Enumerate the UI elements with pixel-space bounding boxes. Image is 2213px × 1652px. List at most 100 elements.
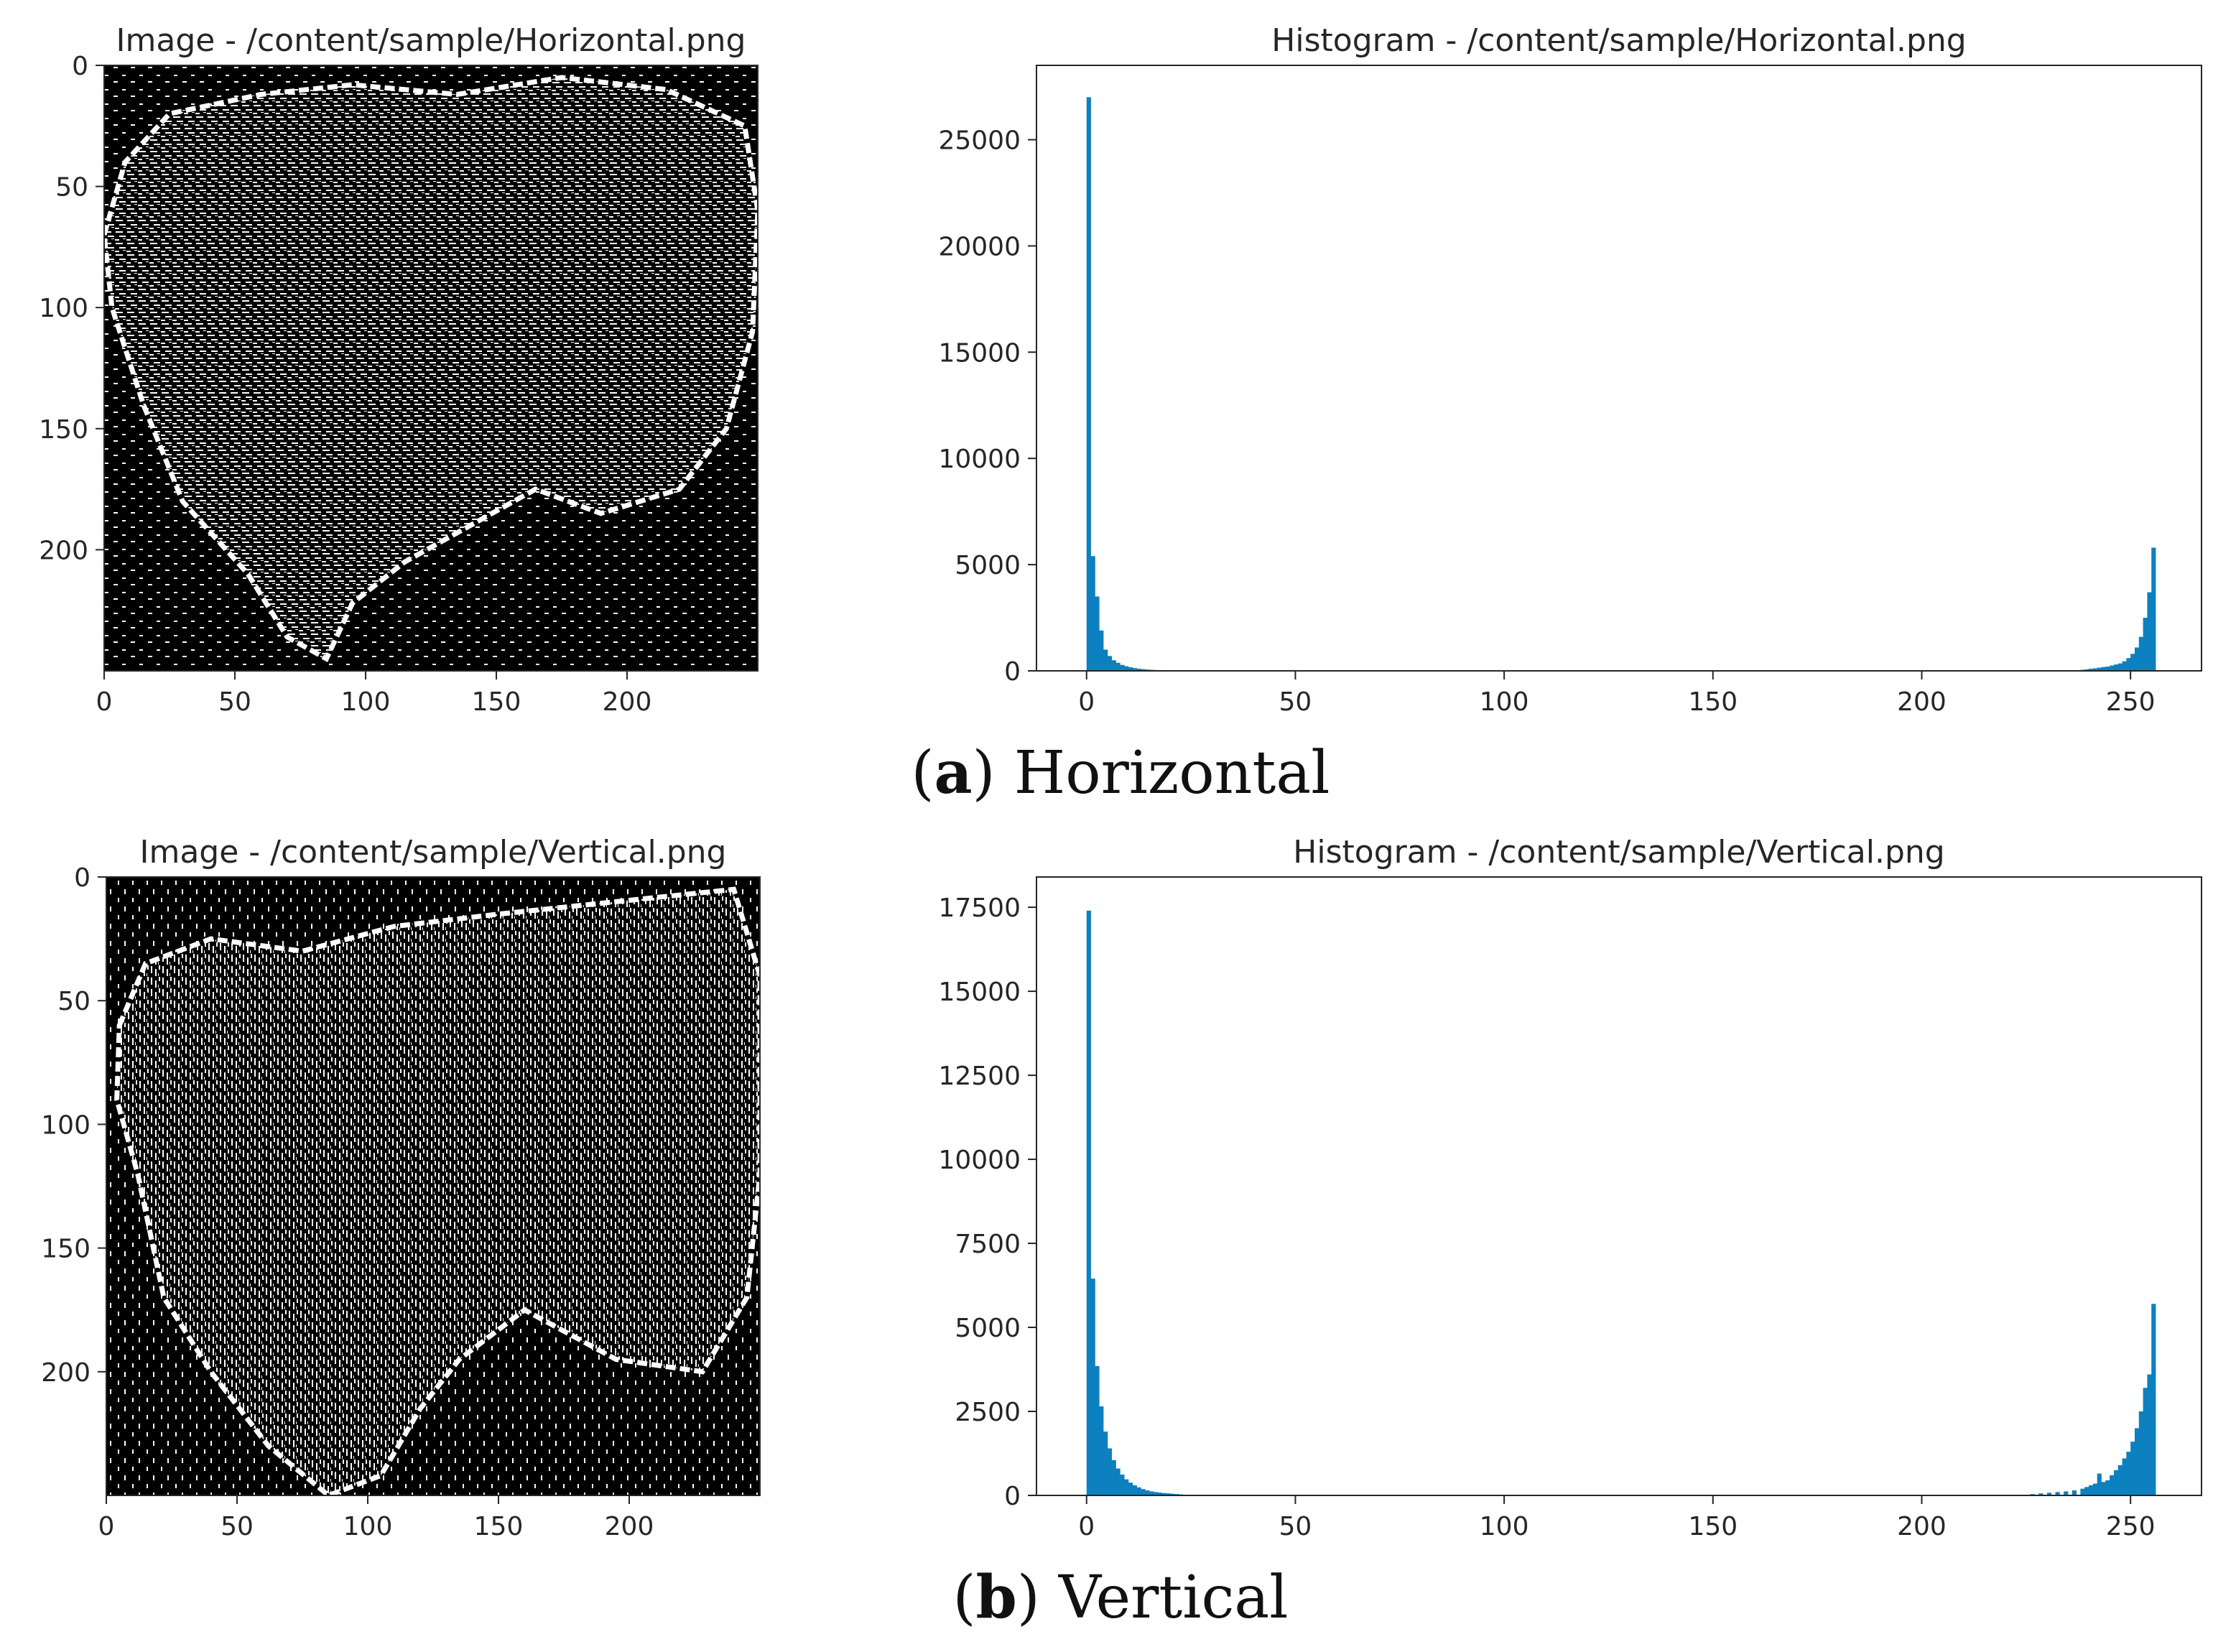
histogram-bar [2122,1458,2127,1495]
y-tick-label: 5000 [955,551,1021,580]
y-tick-label: 10000 [938,1146,1021,1175]
histogram-bar [2130,654,2135,671]
y-tick-label: 5000 [955,1314,1021,1343]
histogram-bar [2092,1483,2098,1495]
histogram-bar [1115,662,1121,671]
edge-image-outline [114,886,763,1498]
caption-a: (a) Horizontal [911,738,1330,807]
histogram-bar [1161,1493,1166,1495]
histogram-bar [1111,1460,1116,1495]
histogram-bar [2110,665,2115,671]
histogram-bar [2151,1304,2156,1495]
caption-b: (b) Vertical [952,1563,1288,1632]
histogram-bar [2089,1485,2094,1495]
plot-frame [1036,876,2202,1496]
y-tick-label: 10000 [938,445,1021,474]
x-tick-label: 0 [98,1512,115,1541]
histogram-bar [1157,1493,1162,1495]
x-tick-label: 150 [474,1512,524,1541]
edge-image-texture [104,77,758,659]
image-panel-horizontal: Image - /content/sample/Horizontal.png 0 5… [39,22,761,717]
histogram-bar [2072,1490,2077,1495]
histogram-bar [1115,1468,1121,1495]
y-tick-label: 200 [39,536,88,565]
x-tick-label: 50 [218,687,251,717]
histogram-bar [2084,669,2089,671]
x-tick-label: 200 [1897,1512,1947,1541]
x-tick-label: 50 [1279,687,1312,717]
histogram-bar [1136,669,1141,671]
x-tick-label: 0 [1078,1512,1095,1541]
x-tick-label: 150 [1688,687,1738,717]
histogram-bar [1128,667,1133,671]
histogram-bar [2101,1482,2106,1495]
y-tick-label: 25000 [938,126,1021,156]
histogram-bar [1107,656,1113,671]
x-tick-label: 100 [341,687,391,717]
histogram-bar [1103,649,1108,671]
histogram-bar [2134,1428,2140,1495]
y-tick-label: 7500 [955,1230,1021,1259]
histogram-bar [2130,1442,2135,1495]
histogram-bar [2084,1487,2089,1495]
y-tick-label: 150 [39,415,88,445]
histogram-bar [2151,547,2156,671]
histogram-bar [1124,666,1129,671]
histogram-bar [1107,1448,1113,1495]
histogram-bar [2080,1488,2085,1495]
x-tick-label: 100 [1480,1512,1529,1541]
histogram-bar [1095,596,1100,671]
y-tick-label: 15000 [938,338,1021,368]
histogram-bar [2122,661,2127,671]
y-tick-label: 150 [41,1235,91,1264]
histogram-bar [2038,1493,2043,1495]
histogram-bar [2097,1473,2102,1495]
y-tick-label: 15000 [938,978,1021,1007]
histogram-panel-vertical: Histogram - /content/sample/Vertical.png… [938,834,2202,1541]
histogram-bar [2105,667,2110,671]
histogram-bar [1120,1474,1125,1495]
x-tick-label: 250 [2106,1512,2156,1541]
y-tick-label: 2500 [955,1398,1021,1427]
histogram-bar [2143,618,2148,671]
histogram-bar [1141,1489,1146,1495]
histogram-bar [2126,1452,2131,1495]
histogram-bar [1166,1493,1171,1495]
histogram-bar [1149,1491,1154,1495]
histogram-bar [1111,660,1116,671]
histogram-bar [2101,667,2106,671]
y-tick-label: 0 [74,863,91,893]
histogram-bar [1086,910,1091,1495]
histogram-bar [1099,630,1104,671]
x-tick-label: 200 [1897,687,1947,717]
y-tick-label: 0 [1004,1482,1021,1511]
x-tick-label: 0 [96,687,113,717]
image-title: Image - /content/sample/Vertical.png [140,834,727,871]
histogram-bar [2147,1374,2152,1495]
histogram-bar [2055,1492,2060,1495]
histogram-bar [2097,667,2102,671]
histogram-bar [2110,1475,2115,1495]
y-tick-label: 0 [1004,657,1021,687]
histogram-bar [1095,1365,1100,1495]
x-tick-label: 50 [221,1512,254,1541]
y-tick-label: 50 [57,987,91,1016]
image-panel-vertical: Image - /content/sample/Vertical.png 0 50 1… [41,834,763,1541]
edge-image-outline [101,75,761,662]
histogram-bar [1141,669,1146,671]
histogram-bar [2089,669,2094,671]
x-tick-label: 100 [343,1512,393,1541]
histogram-bar [2147,592,2152,671]
x-tick-label: 150 [472,687,521,717]
histogram-bar [1153,1492,1158,1495]
histogram-bar [2126,658,2131,671]
y-tick-label: 100 [39,294,88,323]
plot-frame [1036,65,2202,672]
x-tick-label: 250 [2106,687,2156,717]
histogram-bar [2143,1388,2148,1495]
histogram-bar [1103,1431,1108,1495]
histogram-bar [1086,97,1091,671]
histogram-bar [1090,1279,1095,1495]
histogram-bar [1170,1493,1175,1495]
